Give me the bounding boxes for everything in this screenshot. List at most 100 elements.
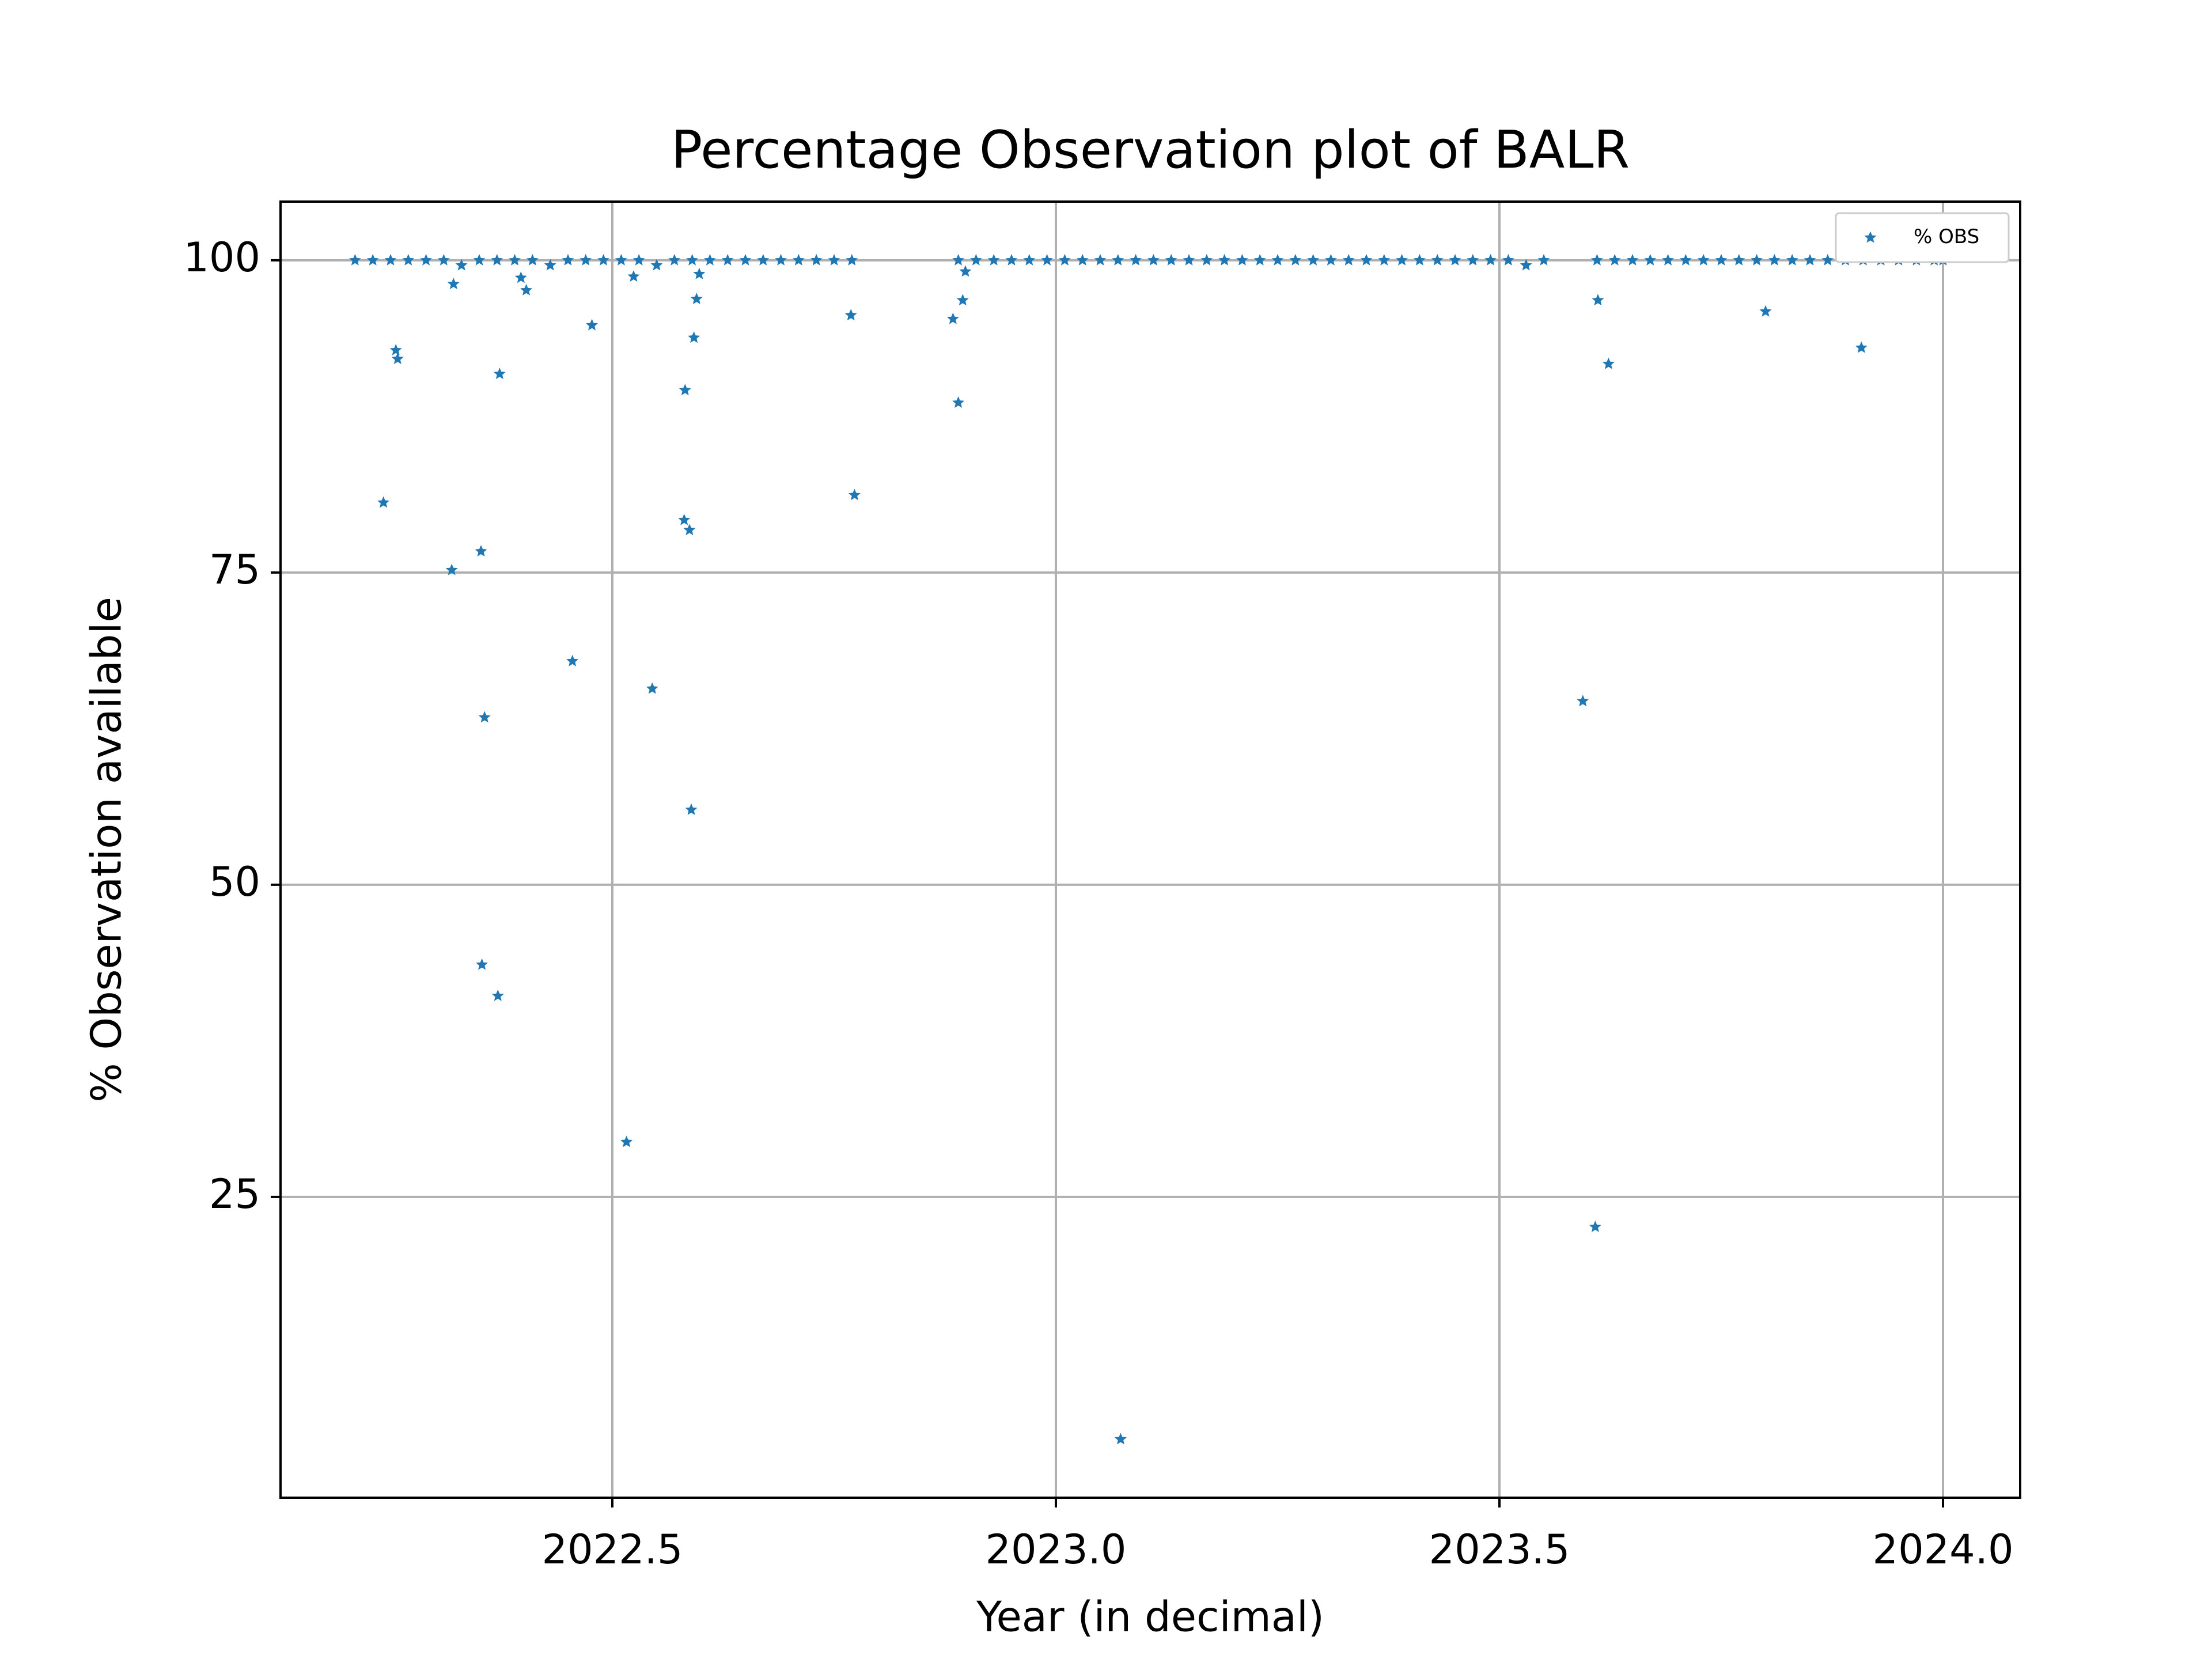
data-point (1733, 253, 1745, 266)
data-point (1058, 253, 1071, 266)
data-point (846, 253, 858, 266)
data-point (476, 958, 488, 970)
data-point (848, 488, 861, 501)
data-point (1324, 253, 1337, 266)
data-point (1759, 305, 1772, 317)
y-tick-label: 25 (209, 1171, 260, 1218)
data-point (402, 253, 415, 266)
x-axis-label: Year (in decimal) (976, 1593, 1324, 1641)
data-point (956, 294, 969, 306)
data-point (445, 563, 458, 575)
data-point (1590, 253, 1603, 266)
data-point (420, 253, 432, 266)
data-point (668, 253, 681, 266)
data-point (650, 259, 663, 271)
data-point (1200, 253, 1213, 266)
data-point (1378, 253, 1391, 266)
x-tick-label: 2023.5 (1429, 1526, 1570, 1573)
data-point (1577, 695, 1589, 707)
data-point (437, 253, 450, 266)
data-point (792, 253, 805, 266)
data-point (1289, 253, 1302, 266)
data-point (526, 253, 539, 266)
data-point (377, 496, 390, 508)
data-point (1218, 253, 1231, 266)
data-point (1165, 253, 1177, 266)
data-point (493, 368, 506, 380)
data-point (632, 253, 645, 266)
data-point (987, 253, 1000, 266)
data-point (455, 259, 468, 271)
data-point (579, 253, 592, 266)
y-tick-label: 100 (183, 234, 260, 281)
data-point (509, 253, 521, 266)
data-point (1697, 253, 1710, 266)
data-point (1502, 253, 1514, 266)
data-point (1449, 253, 1461, 266)
data-point (1768, 253, 1781, 266)
data-point (1821, 253, 1834, 266)
x-tick-label: 2023.0 (986, 1526, 1127, 1573)
data-point (1484, 253, 1497, 266)
data-point (1431, 253, 1444, 266)
data-point (1855, 341, 1868, 353)
data-point (775, 253, 787, 266)
data-point (1589, 1221, 1601, 1232)
data-point (946, 312, 959, 324)
data-point (952, 396, 964, 408)
data-point (1715, 253, 1728, 266)
data-point (475, 545, 487, 556)
data-point (1592, 294, 1604, 306)
data-point (1342, 253, 1355, 266)
y-tick-label: 75 (209, 546, 260, 593)
data-point (520, 283, 533, 296)
data-point (844, 309, 857, 321)
data-point (739, 253, 752, 266)
data-point (1183, 253, 1195, 266)
chart-title: Percentage Observation plot of BALR (671, 120, 1630, 180)
data-point (688, 331, 700, 343)
data-point (1041, 253, 1053, 266)
data-point (1413, 253, 1426, 266)
data-point (389, 344, 402, 355)
data-point (1804, 253, 1816, 266)
data-point (1662, 253, 1675, 266)
data-point (349, 253, 361, 266)
data-point (1094, 253, 1107, 266)
data-point (679, 384, 691, 396)
data-point (478, 711, 491, 723)
data-point (1112, 253, 1124, 266)
data-point (683, 524, 696, 536)
data-point (491, 253, 503, 266)
y-tick-label: 50 (209, 858, 260, 906)
data-point (1130, 253, 1142, 266)
data-point (384, 253, 397, 266)
legend-box (1835, 212, 2010, 263)
data-point (952, 253, 964, 266)
data-point (693, 267, 706, 279)
data-point (514, 271, 527, 283)
data-point (1360, 253, 1373, 266)
data-point (391, 353, 404, 365)
data-point (1076, 253, 1089, 266)
data-point (757, 253, 770, 266)
data-point (1114, 1433, 1127, 1445)
data-point (1271, 253, 1284, 266)
data-point (620, 1135, 633, 1147)
data-point (1608, 253, 1621, 266)
legend-label: % OBS (1914, 225, 1979, 248)
data-point (627, 270, 640, 282)
plot-frame (279, 200, 2021, 1499)
data-point (646, 682, 658, 694)
data-point (1520, 259, 1532, 271)
data-point (615, 253, 627, 266)
y-axis-label: % Observation available (82, 597, 131, 1103)
data-point (1253, 253, 1266, 266)
data-point (678, 513, 691, 525)
data-point (1626, 253, 1639, 266)
data-point (1644, 253, 1657, 266)
data-point (366, 253, 379, 266)
data-point (1147, 253, 1160, 266)
